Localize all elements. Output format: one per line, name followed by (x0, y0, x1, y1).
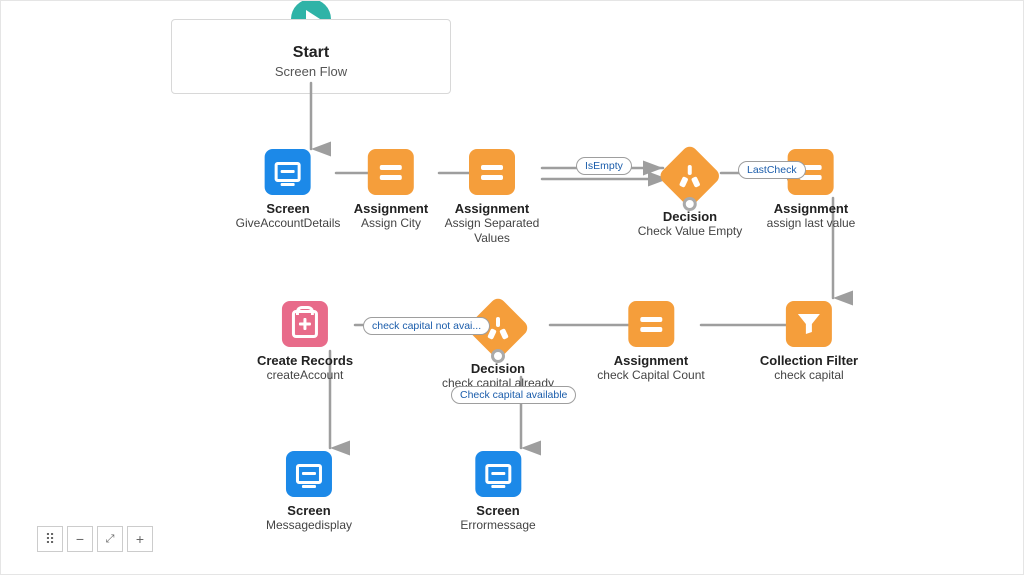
node-title: Screen (287, 503, 330, 518)
filter-icon (786, 301, 832, 347)
node-subtitle: createAccount (267, 368, 344, 383)
outcome-pill-lastCheck[interactable]: LastCheck (738, 161, 806, 179)
node-filter[interactable]: Collection Filter check capital (760, 301, 858, 383)
node-subtitle: assign last value (767, 216, 856, 231)
outcome-pill-notAvail[interactable]: check capital not avai... (363, 317, 490, 335)
outcome-pill-isEmpty[interactable]: IsEmpty (576, 157, 632, 175)
node-screen3[interactable]: Screen Errormessage (460, 451, 535, 533)
assign-icon (368, 149, 414, 195)
outcome-pill-avail[interactable]: Check capital available (451, 386, 576, 404)
node-assign1[interactable]: Assignment Assign City (354, 149, 428, 231)
node-subtitle: Assign Separated Values (427, 216, 557, 246)
assign-icon (628, 301, 674, 347)
assign-icon (469, 149, 515, 195)
node-subtitle: check capital (774, 368, 843, 383)
node-subtitle: check Capital Count (597, 368, 704, 383)
node-title: Assignment (614, 353, 688, 368)
node-screen2[interactable]: Screen Messagedisplay (266, 451, 352, 533)
screen-icon (475, 451, 521, 497)
node-title: Screen (476, 503, 519, 518)
node-title: Assignment (774, 201, 848, 216)
node-assign2[interactable]: Assignment Assign Separated Values (427, 149, 557, 246)
flow-canvas[interactable]: Start Screen Flow Screen GiveAccountDeta… (0, 0, 1024, 575)
node-subtitle: Messagedisplay (266, 518, 352, 533)
zoom-in-button[interactable]: + (127, 526, 153, 552)
zoom-fit-button[interactable]: ⤢ (97, 526, 123, 552)
node-title: Assignment (455, 201, 529, 216)
start-subtitle: Screen Flow (212, 64, 410, 79)
node-title: Screen (266, 201, 309, 216)
node-title: Assignment (354, 201, 428, 216)
start-title: Start (212, 44, 410, 62)
node-subtitle: Check Value Empty (638, 224, 743, 239)
start-node[interactable]: Start Screen Flow (171, 19, 451, 94)
node-decision1[interactable]: Decision Check Value Empty (638, 149, 743, 239)
screen-icon (265, 149, 311, 195)
node-screen1[interactable]: Screen GiveAccountDetails (236, 149, 341, 231)
create-icon (282, 301, 328, 347)
zoom-out-button[interactable]: − (67, 526, 93, 552)
node-create[interactable]: Create Records createAccount (257, 301, 353, 383)
node-title: Create Records (257, 353, 353, 368)
node-title: Decision (471, 361, 525, 376)
screen-icon (286, 451, 332, 497)
map-button[interactable]: ⠿ (37, 526, 63, 552)
node-title: Collection Filter (760, 353, 858, 368)
node-title: Decision (663, 209, 717, 224)
node-subtitle: Assign City (361, 216, 421, 231)
zoom-toolbar: ⠿ − ⤢ + (37, 526, 153, 552)
node-subtitle: GiveAccountDetails (236, 216, 341, 231)
node-subtitle: Errormessage (460, 518, 535, 533)
node-assign4[interactable]: Assignment check Capital Count (597, 301, 704, 383)
decision-icon (663, 149, 717, 203)
